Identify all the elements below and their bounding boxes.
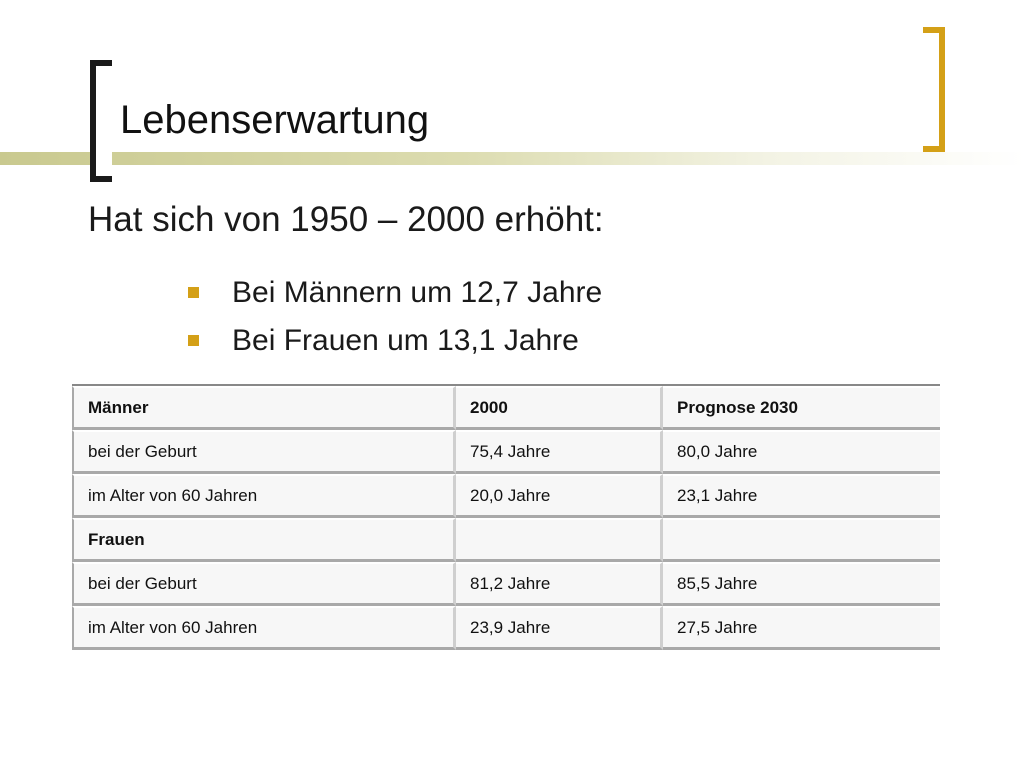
table-header-cell xyxy=(456,518,663,562)
table-cell: im Alter von 60 Jahren xyxy=(72,606,456,650)
table-cell: 81,2 Jahre xyxy=(456,562,663,606)
right-bracket-decoration xyxy=(923,27,945,152)
bullet-text: Bei Männern um 12,7 Jahre xyxy=(232,276,603,309)
left-bracket-decoration xyxy=(90,60,112,182)
table-cell: bei der Geburt xyxy=(72,430,456,474)
table-header-cell: Prognose 2030 xyxy=(663,386,940,430)
square-bullet-icon xyxy=(188,335,199,346)
life-expectancy-table-wrapper: Männer 2000 Prognose 2030 bei der Geburt 75,… xyxy=(72,384,940,650)
table-cell: 27,5 Jahre xyxy=(663,606,940,650)
table-header-cell: Frauen xyxy=(72,518,456,562)
table-header-row: Männer 2000 Prognose 2030 xyxy=(72,386,940,430)
bullet-text: Bei Frauen um 13,1 Jahre xyxy=(232,324,579,357)
table-header-cell xyxy=(663,518,940,562)
table-header-row: Frauen xyxy=(72,518,940,562)
slide-subtitle: Hat sich von 1950 – 2000 erhöht: xyxy=(88,200,604,239)
slide-title: Lebenserwartung xyxy=(120,98,430,142)
table-cell: 23,1 Jahre xyxy=(663,474,940,518)
table-cell: bei der Geburt xyxy=(72,562,456,606)
table-row: im Alter von 60 Jahren 20,0 Jahre 23,1 Jah… xyxy=(72,474,940,518)
title-accent-bar xyxy=(0,152,1024,165)
table-header-cell: 2000 xyxy=(456,386,663,430)
table-cell: 85,5 Jahre xyxy=(663,562,940,606)
table-cell: 75,4 Jahre xyxy=(456,430,663,474)
table-row: bei der Geburt 75,4 Jahre 80,0 Jahre xyxy=(72,430,940,474)
table-header-cell: Männer xyxy=(72,386,456,430)
table-cell: 23,9 Jahre xyxy=(456,606,663,650)
square-bullet-icon xyxy=(188,287,199,298)
table-cell: 80,0 Jahre xyxy=(663,430,940,474)
table-cell: im Alter von 60 Jahren xyxy=(72,474,456,518)
bullet-item: Bei Männern um 12,7 Jahre xyxy=(188,272,602,320)
table-row: im Alter von 60 Jahren 23,9 Jahre 27,5 Jah… xyxy=(72,606,940,650)
table-cell: 20,0 Jahre xyxy=(456,474,663,518)
table-row: bei der Geburt 81,2 Jahre 85,5 Jahre xyxy=(72,562,940,606)
bullet-list: Bei Männern um 12,7 Jahre Bei Frauen um … xyxy=(188,272,602,368)
life-expectancy-table: Männer 2000 Prognose 2030 bei der Geburt 75,… xyxy=(72,384,940,650)
bullet-item: Bei Frauen um 13,1 Jahre xyxy=(188,320,602,368)
